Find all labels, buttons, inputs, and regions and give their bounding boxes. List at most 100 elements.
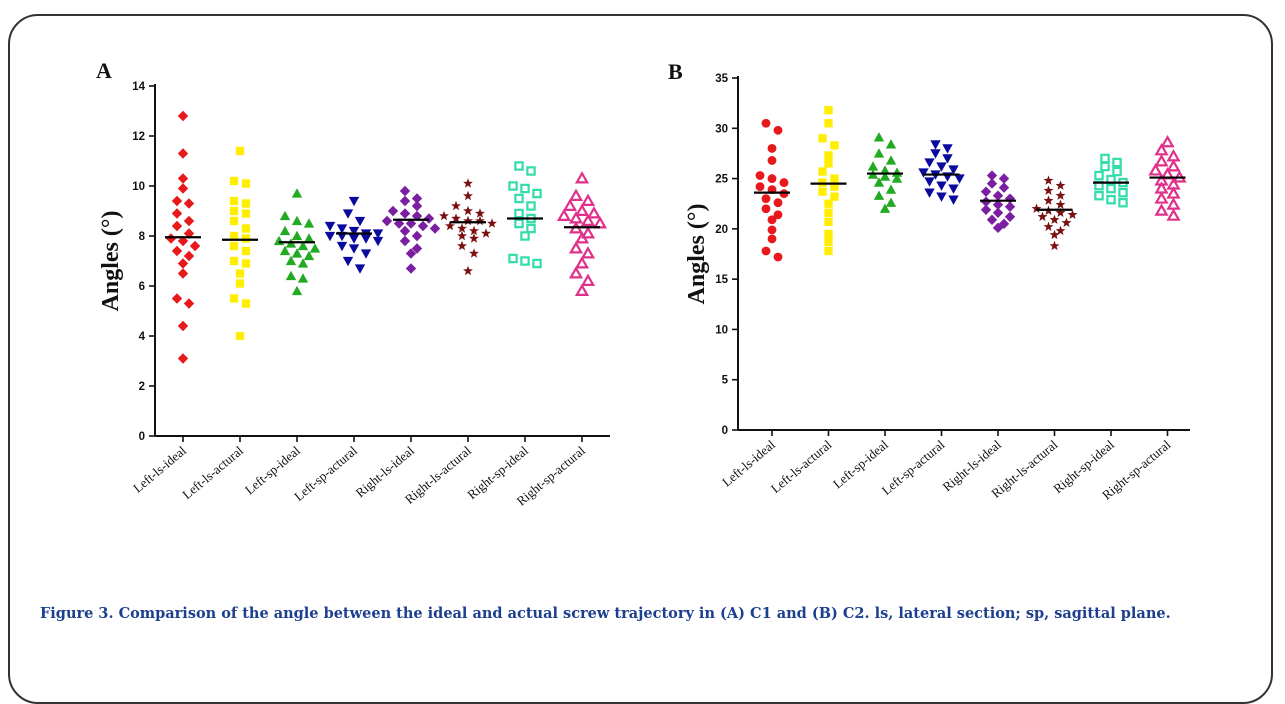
data-point <box>177 320 189 332</box>
data-point <box>830 182 839 191</box>
data-point <box>439 210 449 221</box>
series-Right-sp-ideal <box>1093 153 1129 208</box>
data-point <box>891 173 903 183</box>
data-point <box>399 225 411 237</box>
data-point <box>1106 194 1116 205</box>
data-point <box>348 196 360 207</box>
data-point <box>336 224 348 234</box>
data-point <box>297 273 309 283</box>
data-point <box>183 215 195 227</box>
x-tick-label: Left-ls-actural <box>179 443 246 503</box>
data-point <box>986 214 998 226</box>
data-point <box>942 154 953 164</box>
data-point <box>580 273 596 286</box>
data-point <box>285 270 297 281</box>
data-point <box>177 235 189 247</box>
data-point <box>1154 203 1169 216</box>
data-point <box>514 218 524 229</box>
data-point <box>574 256 590 269</box>
data-point <box>592 216 608 229</box>
data-point <box>463 190 473 201</box>
data-point <box>229 206 239 216</box>
data-point <box>1166 149 1181 162</box>
data-point <box>411 200 423 212</box>
data-point <box>411 243 423 254</box>
panel-label: B <box>668 59 683 84</box>
data-point <box>924 188 935 198</box>
data-point <box>930 140 941 150</box>
data-point <box>1043 195 1054 205</box>
data-point <box>229 231 239 241</box>
data-point <box>574 171 590 184</box>
data-point <box>773 198 783 208</box>
data-point <box>568 188 584 201</box>
data-point <box>879 203 891 213</box>
y-tick-label: 6 <box>139 281 145 293</box>
y-axis-label: Angles (°) <box>684 204 710 305</box>
data-point <box>372 236 384 247</box>
data-point <box>354 216 366 227</box>
data-point <box>1154 191 1169 204</box>
data-point <box>556 208 572 221</box>
data-point <box>568 266 584 279</box>
data-point <box>980 204 992 215</box>
data-point <box>342 256 354 267</box>
data-point <box>1055 190 1066 200</box>
data-point <box>824 151 833 160</box>
data-point <box>469 225 479 236</box>
y-tick-label: 35 <box>715 73 728 85</box>
data-point <box>354 264 366 274</box>
data-point <box>405 248 417 259</box>
data-point <box>830 174 839 183</box>
data-point <box>445 220 455 231</box>
y-tick-label: 30 <box>715 123 728 135</box>
data-point <box>171 208 183 219</box>
data-point <box>171 195 183 207</box>
data-point <box>309 243 321 253</box>
data-point <box>526 223 536 234</box>
figure-caption: Figure 3. Comparison of the angle betwee… <box>40 605 1171 622</box>
data-point <box>1004 201 1016 212</box>
data-point <box>767 174 777 183</box>
data-point <box>924 177 935 187</box>
data-point <box>177 110 189 122</box>
data-point <box>183 250 195 262</box>
data-point <box>303 233 315 243</box>
data-point <box>405 218 417 229</box>
data-point <box>1043 175 1054 185</box>
series-Right-sp-actural <box>1148 134 1187 221</box>
data-point <box>514 208 524 219</box>
data-point <box>824 229 833 239</box>
data-point <box>879 165 891 175</box>
data-point <box>1055 225 1066 236</box>
x-tick-label: Left-ls-ideal <box>719 437 778 490</box>
data-point <box>279 245 291 256</box>
data-point <box>411 230 423 242</box>
data-point <box>348 226 360 237</box>
y-tick-label: 25 <box>715 174 728 186</box>
data-point <box>411 193 423 204</box>
data-point <box>1100 161 1110 172</box>
data-point <box>1037 211 1048 221</box>
data-point <box>229 176 239 186</box>
data-point <box>818 134 827 143</box>
data-point <box>235 279 245 288</box>
series-Left-sp-actural <box>918 140 965 205</box>
data-point <box>241 199 251 208</box>
data-point <box>189 240 201 252</box>
data-point <box>514 193 524 204</box>
data-point <box>580 193 596 206</box>
y-tick-label: 14 <box>132 81 145 93</box>
data-point <box>171 245 183 257</box>
data-point <box>165 233 177 244</box>
data-point <box>824 119 833 128</box>
data-point <box>574 283 590 296</box>
data-point <box>405 263 417 274</box>
data-point <box>429 223 441 234</box>
data-point <box>481 228 491 238</box>
data-point <box>1118 197 1128 208</box>
data-point <box>457 223 467 233</box>
data-point <box>520 231 530 241</box>
